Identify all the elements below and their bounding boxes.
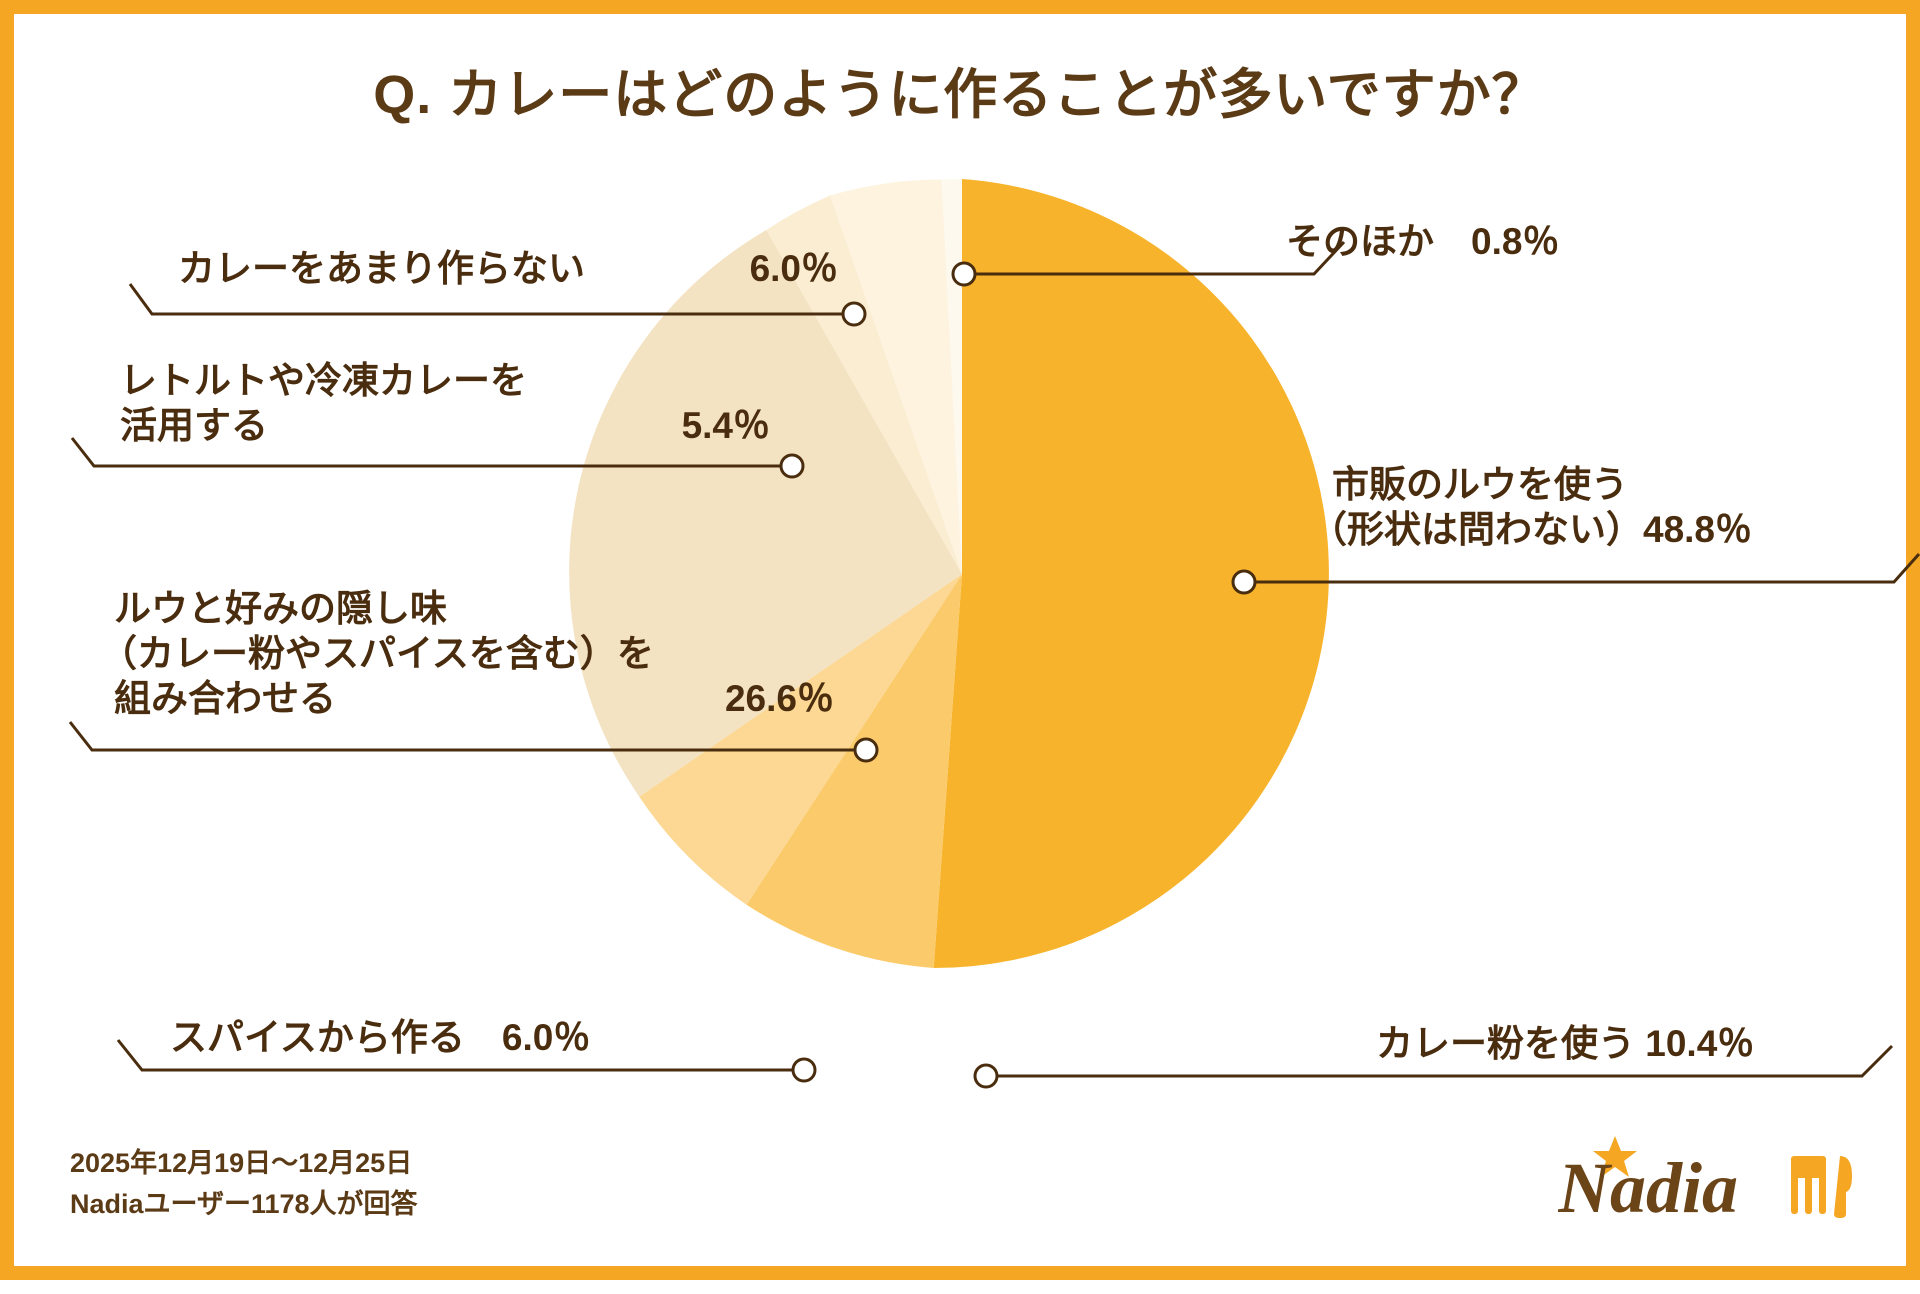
footer-period: 2025年12月19日〜12月25日 bbox=[70, 1148, 413, 1178]
label-roux-blend: ルウと好みの隠し味 （カレー粉やスパイスを含む）を 組み合わせる 26.6％ bbox=[100, 586, 854, 721]
label-curry-powder: カレー粉を使う 10.4％ bbox=[1376, 1021, 1754, 1066]
label-seldom: カレーをあまり作らない 6.0％ bbox=[178, 246, 838, 291]
leader-dot-from-spices bbox=[791, 1057, 817, 1083]
label-curry-powder-text: カレー粉を使う 10.4％ bbox=[1376, 1023, 1755, 1064]
label-other: そのほか 0.8％ bbox=[1286, 219, 1559, 264]
label-roux-blend-value: 26.6％ bbox=[724, 678, 834, 720]
leader-dot-store-roux bbox=[1231, 569, 1257, 595]
footer-respondents: Nadiaユーザー1178人が回答 bbox=[70, 1188, 418, 1219]
label-store-roux: 市販のルウを使う （形状は問わない）48.8％ bbox=[1310, 462, 1752, 552]
slice-curry-powder[interactable] bbox=[746, 574, 963, 968]
leader-dot-curry-powder bbox=[973, 1063, 999, 1089]
leader-other bbox=[964, 240, 1346, 276]
label-retort-value: 5.4％ bbox=[681, 405, 770, 447]
nadia-wordmark: Nadia bbox=[1558, 1148, 1738, 1226]
label-store-roux-line2: （形状は問わない）48.8％ bbox=[1310, 509, 1753, 551]
footer-note: 2025年12月19日〜12月25日 Nadiaユーザー1178人が回答 bbox=[70, 1143, 418, 1224]
label-from-spices-text: スパイスから作る 6.0％ bbox=[170, 1017, 591, 1058]
label-roux-blend-line3: 組み合わせる bbox=[114, 678, 336, 720]
leader-dot-other bbox=[951, 261, 977, 287]
nadia-logo: Nadia bbox=[1558, 1134, 1858, 1226]
star-icon bbox=[1593, 1136, 1637, 1177]
label-other-text: そのほか 0.8％ bbox=[1286, 221, 1560, 262]
leader-from-spices bbox=[116, 1039, 804, 1072]
leader-store-roux bbox=[1244, 553, 1920, 584]
slice-seldom[interactable] bbox=[830, 179, 962, 574]
leader-dot-retort bbox=[779, 453, 805, 479]
pie-slices bbox=[569, 178, 1329, 969]
nadia-logo-svg: Nadia bbox=[1558, 1136, 1852, 1226]
cutlery-icon bbox=[1791, 1156, 1852, 1218]
leader-dot-seldom bbox=[841, 301, 867, 327]
slice-from-spices[interactable] bbox=[639, 574, 962, 905]
label-retort-line1: レトルトや冷凍カレーを bbox=[120, 360, 527, 401]
leader-dot-roux-blend bbox=[853, 737, 879, 763]
pie-chart bbox=[14, 14, 1920, 1294]
label-seldom-value: 6.0％ bbox=[749, 248, 838, 289]
label-roux-blend-line1: ルウと好みの隠し味 bbox=[114, 588, 447, 629]
callout-leader-lines bbox=[68, 240, 1920, 1089]
leader-roux-blend bbox=[68, 721, 866, 752]
label-retort-line2: 活用する bbox=[120, 405, 268, 447]
label-seldom-text: カレーをあまり作らない bbox=[178, 248, 585, 289]
page-title: Q. カレーはどのように作ることが多いですか？ bbox=[373, 65, 1547, 125]
leader-retort bbox=[70, 437, 792, 468]
slice-store-roux[interactable] bbox=[933, 179, 1329, 969]
pie-chart-svg bbox=[68, 178, 1920, 1089]
label-roux-blend-line2: （カレー粉やスパイスを含む）を bbox=[100, 633, 654, 675]
label-retort: レトルトや冷凍カレーを 活用する 5.4％ bbox=[120, 358, 790, 448]
leader-seldom bbox=[128, 283, 854, 316]
slice-roux-blend[interactable] bbox=[569, 230, 962, 797]
label-from-spices: スパイスから作る 6.0％ bbox=[170, 1015, 590, 1060]
leader-curry-powder bbox=[986, 1044, 1894, 1078]
label-store-roux-line1: 市販のルウを使う bbox=[1332, 464, 1628, 505]
slice-retort[interactable] bbox=[766, 195, 962, 575]
